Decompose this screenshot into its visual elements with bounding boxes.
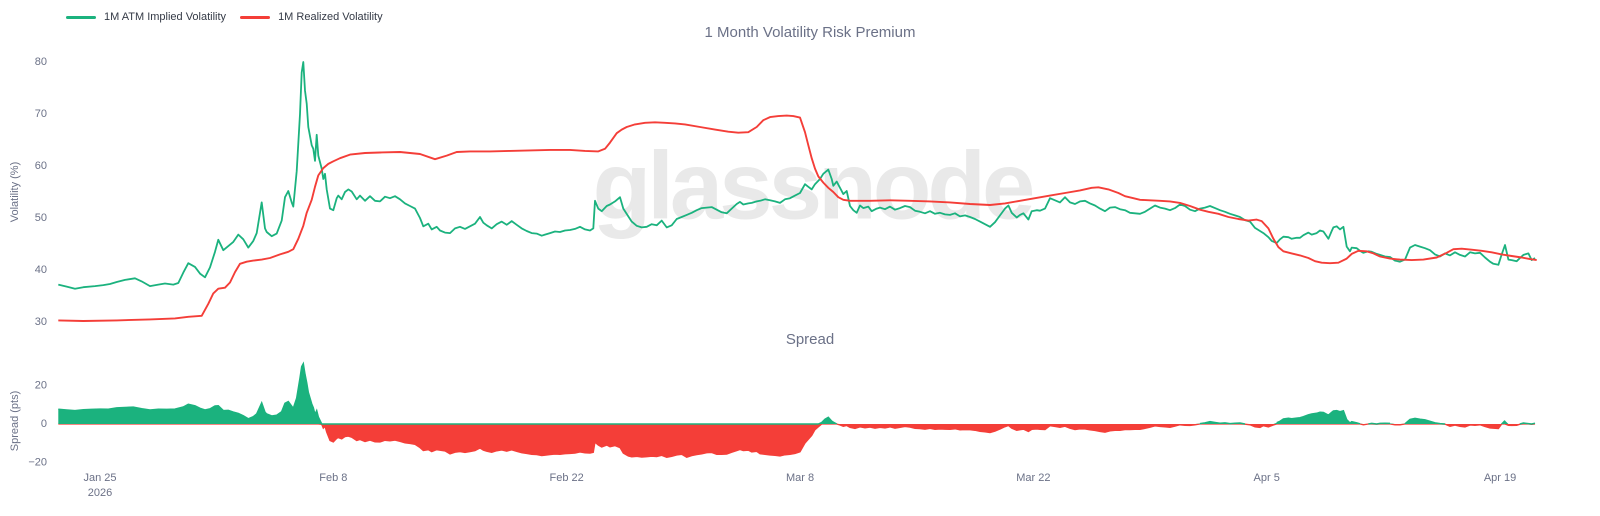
spread-area-negative	[58, 424, 1535, 458]
implied-volatility-swatch	[66, 15, 96, 19]
legend-item-implied-volatility[interactable]: 1M ATM Implied Volatility	[66, 11, 226, 23]
main-chart-title: 1 Month Volatility Risk Premium	[704, 24, 916, 41]
realized-volatility-line	[58, 114, 1537, 322]
spread-y-tick--20: −20	[28, 456, 47, 468]
x-tick-Feb-8: Feb 8	[319, 472, 347, 484]
implied-volatility-line	[58, 61, 1536, 290]
x-tick-Jan-25: Jan 25	[83, 472, 116, 484]
volatility-y-tick-30: 30	[35, 316, 47, 328]
spread-area-positive	[58, 363, 1535, 424]
x-tick-Apr-19: Apr 19	[1484, 472, 1516, 484]
x-tick-Apr-5: Apr 5	[1254, 472, 1280, 484]
volatility-y-tick-80: 80	[35, 56, 47, 68]
spread-y-tick-20: 20	[35, 380, 47, 392]
volatility-y-tick-70: 70	[35, 108, 47, 120]
chart-legend: 1M ATM Implied Volatility 1M Realized Vo…	[66, 11, 383, 23]
x-tick-Mar-22: Mar 22	[1016, 472, 1050, 484]
spread-line-positive	[58, 361, 1536, 425]
x-tick-Mar-8: Mar 8	[786, 472, 814, 484]
x-tick-Feb-22: Feb 22	[550, 472, 584, 484]
legend-item-realized-volatility[interactable]: 1M Realized Volatility	[240, 11, 383, 23]
volatility-y-tick-50: 50	[35, 212, 47, 224]
realized-volatility-swatch	[240, 15, 271, 19]
volatility-y-tick-60: 60	[35, 160, 47, 172]
x-tick-year: 2026	[88, 487, 112, 499]
spread-chart-title: Spread	[785, 331, 835, 348]
spread-axis-label: Spread (pts)	[9, 391, 21, 452]
realized-volatility-legend-label: 1M Realized Volatility	[278, 11, 383, 23]
volatility-axis-label: Volatility (%)	[9, 162, 21, 223]
spread-y-tick-0: 0	[41, 418, 47, 430]
volatility-y-tick-40: 40	[35, 264, 47, 276]
implied-volatility-legend-label: 1M ATM Implied Volatility	[104, 11, 227, 23]
